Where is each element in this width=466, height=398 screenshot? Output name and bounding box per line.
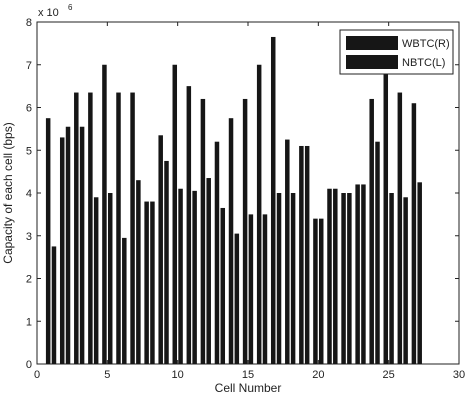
y-tick-label: 6 bbox=[26, 103, 32, 115]
bar-wbtc-r-cell-14 bbox=[228, 118, 234, 364]
x-tick-label: 20 bbox=[312, 369, 324, 381]
bar-nbtc-l-cell-23 bbox=[361, 184, 366, 364]
bar-wbtc-r-cell-3 bbox=[74, 92, 79, 364]
y-multiplier-exponent: 6 bbox=[68, 3, 73, 12]
bar-nbtc-l-cell-17 bbox=[276, 193, 282, 364]
bar-nbtc-l-cell-1 bbox=[51, 246, 57, 364]
bars-group bbox=[45, 36, 422, 365]
bar-wbtc-r-cell-23 bbox=[355, 184, 360, 364]
bar-nbtc-l-cell-7 bbox=[136, 180, 141, 364]
bar-wbtc-r-cell-9 bbox=[158, 135, 163, 364]
bar-wbtc-r-cell-7 bbox=[130, 92, 135, 364]
bar-wbtc-r-cell-27 bbox=[411, 103, 417, 364]
x-tick-label: 30 bbox=[453, 369, 465, 381]
bar-nbtc-l-cell-15 bbox=[248, 214, 254, 365]
bar-nbtc-l-cell-24 bbox=[375, 141, 380, 364]
bar-nbtc-l-cell-12 bbox=[206, 178, 211, 364]
bar-wbtc-r-cell-21 bbox=[327, 188, 332, 364]
bar-wbtc-r-cell-4 bbox=[88, 92, 93, 364]
x-axis-label: Cell Number bbox=[215, 381, 282, 395]
bar-nbtc-l-cell-19 bbox=[304, 145, 310, 364]
bar-nbtc-l-cell-27 bbox=[417, 182, 422, 364]
bar-nbtc-l-cell-6 bbox=[122, 237, 127, 364]
legend-label-wbtc: WBTC(R) bbox=[402, 38, 450, 50]
y-multiplier-label: x 10 bbox=[38, 7, 59, 19]
bar-wbtc-r-cell-20 bbox=[313, 218, 318, 364]
bar-wbtc-r-cell-19 bbox=[299, 145, 304, 364]
x-tick-label: 15 bbox=[242, 369, 254, 381]
bar-wbtc-r-cell-5 bbox=[102, 64, 107, 364]
legend-swatch-nbtc bbox=[346, 55, 398, 69]
bar-nbtc-l-cell-14 bbox=[234, 233, 240, 364]
bar-wbtc-r-cell-8 bbox=[144, 201, 149, 364]
bar-nbtc-l-cell-20 bbox=[318, 218, 324, 364]
bar-nbtc-l-cell-21 bbox=[333, 188, 338, 364]
bar-nbtc-l-cell-3 bbox=[79, 126, 85, 365]
bar-wbtc-r-cell-17 bbox=[270, 36, 276, 365]
bar-nbtc-l-cell-5 bbox=[107, 193, 113, 364]
bar-wbtc-r-cell-10 bbox=[172, 64, 178, 364]
bar-wbtc-r-cell-18 bbox=[285, 139, 290, 364]
bar-nbtc-l-cell-10 bbox=[178, 188, 183, 364]
bar-wbtc-r-cell-22 bbox=[341, 193, 346, 364]
bar-nbtc-l-cell-8 bbox=[150, 201, 155, 364]
bar-nbtc-l-cell-16 bbox=[262, 214, 268, 365]
y-tick-label: 1 bbox=[26, 316, 32, 328]
y-tick-label: 2 bbox=[26, 274, 32, 286]
y-tick-label: 4 bbox=[26, 188, 32, 200]
x-tick-label: 0 bbox=[34, 369, 40, 381]
bar-wbtc-r-cell-1 bbox=[45, 118, 51, 364]
y-tick-label: 8 bbox=[26, 17, 32, 29]
bar-wbtc-r-cell-2 bbox=[59, 137, 65, 364]
x-tick-label: 25 bbox=[383, 369, 395, 381]
y-tick-label: 7 bbox=[26, 60, 32, 72]
bar-wbtc-r-cell-15 bbox=[242, 98, 248, 364]
y-tick-label: 0 bbox=[26, 359, 32, 371]
y-tick-label: 3 bbox=[26, 231, 32, 243]
bar-nbtc-l-cell-22 bbox=[347, 193, 352, 364]
bar-wbtc-r-cell-25 bbox=[383, 64, 389, 364]
bar-wbtc-r-cell-6 bbox=[116, 92, 121, 364]
y-axis-label: Capacity of each cell (bps) bbox=[1, 122, 15, 263]
ticks-group: 0 5 10 15 20 25 30 0 1 2 3 4 5 6 7 8 bbox=[26, 17, 465, 381]
plot-area bbox=[36, 21, 460, 365]
bar-wbtc-r-cell-12 bbox=[200, 98, 206, 364]
bar-nbtc-l-cell-26 bbox=[403, 197, 408, 364]
bar-wbtc-r-cell-13 bbox=[214, 141, 220, 364]
bar-nbtc-l-cell-18 bbox=[290, 193, 296, 364]
bar-nbtc-l-cell-2 bbox=[65, 126, 71, 365]
bar-nbtc-l-cell-4 bbox=[93, 197, 99, 364]
x-tick-label: 5 bbox=[104, 369, 110, 381]
bar-wbtc-r-cell-26 bbox=[397, 92, 403, 364]
legend: WBTC(R) NBTC(L) bbox=[339, 29, 454, 75]
x-tick-label: 10 bbox=[172, 369, 184, 381]
bar-wbtc-r-cell-16 bbox=[256, 64, 262, 364]
legend-swatch-wbtc bbox=[346, 36, 398, 50]
bar-nbtc-l-cell-13 bbox=[220, 207, 226, 364]
bar-nbtc-l-cell-25 bbox=[389, 193, 394, 364]
bar-wbtc-r-cell-24 bbox=[369, 98, 374, 364]
y-tick-label: 5 bbox=[26, 145, 32, 157]
bar-wbtc-r-cell-11 bbox=[186, 86, 192, 365]
legend-label-nbtc: NBTC(L) bbox=[402, 57, 445, 69]
bar-nbtc-l-cell-11 bbox=[192, 190, 197, 364]
bar-nbtc-l-cell-9 bbox=[164, 160, 169, 364]
